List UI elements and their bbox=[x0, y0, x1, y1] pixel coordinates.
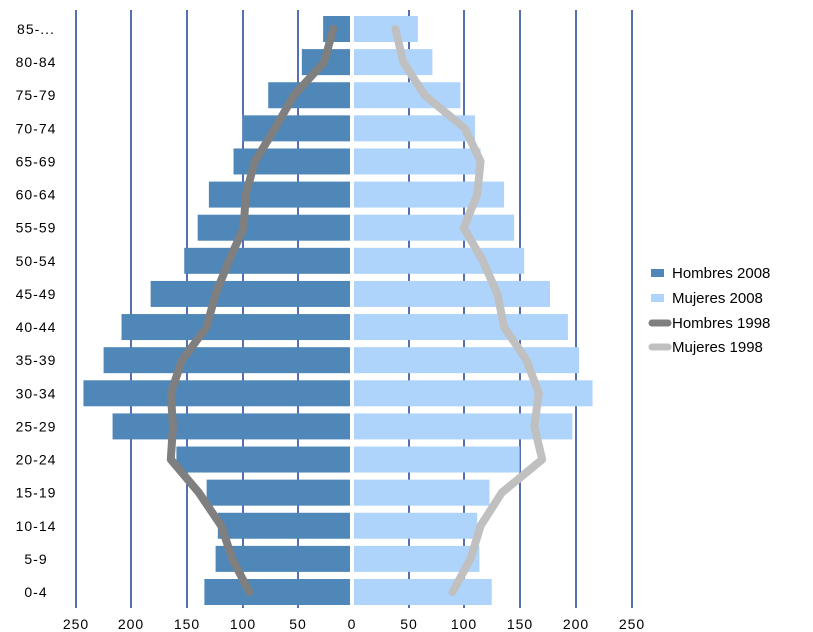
mujeres-2008-bars bbox=[354, 16, 593, 605]
mujeres-2008-bar bbox=[354, 545, 480, 572]
mujeres-2008-bar bbox=[354, 280, 550, 307]
hombres-2008-bar bbox=[208, 181, 350, 208]
x-tick-label: 100 bbox=[230, 616, 256, 632]
y-tick-label: 60-64 bbox=[16, 187, 57, 203]
y-tick-label: 65-69 bbox=[16, 153, 57, 169]
mujeres-2008-bar bbox=[354, 82, 461, 109]
mujeres-2008-bar bbox=[354, 579, 492, 605]
hombres-2008-bar bbox=[176, 446, 350, 473]
hombres-2008-bar bbox=[268, 82, 350, 109]
y-tick-label: 0-4 bbox=[24, 584, 47, 600]
mujeres-2008-bar bbox=[354, 380, 593, 407]
y-tick-label: 35-39 bbox=[16, 352, 57, 368]
y-tick-label: 40-44 bbox=[16, 319, 57, 335]
y-tick-label: 70-74 bbox=[16, 120, 57, 136]
x-tick-label: 250 bbox=[63, 616, 89, 632]
x-tick-label: 150 bbox=[507, 616, 533, 632]
y-tick-label: 50-54 bbox=[16, 253, 57, 269]
x-tick-label: 150 bbox=[174, 616, 200, 632]
mujeres-2008-bar bbox=[354, 148, 481, 175]
hombres-2008-bar bbox=[206, 479, 350, 506]
hombres-2008-bar bbox=[217, 512, 350, 539]
y-tick-label: 85-... bbox=[17, 21, 55, 37]
mujeres-2008-bar bbox=[354, 214, 515, 241]
y-tick-label: 20-24 bbox=[16, 452, 57, 468]
legend-label: Hombres 2008 bbox=[672, 265, 770, 282]
y-tick-label: 5-9 bbox=[24, 551, 47, 567]
mujeres-2008-bar bbox=[354, 16, 418, 42]
x-tick-label: 50 bbox=[400, 616, 418, 632]
legend: Hombres 2008 Mujeres 2008 Hombres 1998 Muje… bbox=[648, 265, 770, 356]
x-tick-label: 250 bbox=[619, 616, 645, 632]
y-tick-label: 15-19 bbox=[16, 485, 57, 501]
legend-label: Hombres 1998 bbox=[672, 315, 770, 332]
x-tick-label: 50 bbox=[289, 616, 307, 632]
mujeres-2008-bar bbox=[354, 479, 490, 506]
grid-lines bbox=[75, 10, 633, 608]
y-tick-label: 25-29 bbox=[16, 418, 57, 434]
mujeres-2008-bar bbox=[354, 49, 433, 76]
hombres-2008-bar bbox=[184, 247, 350, 274]
mujeres-2008-bar bbox=[354, 347, 580, 374]
x-tick-label: 0 bbox=[348, 616, 357, 632]
x-tick-label: 200 bbox=[563, 616, 589, 632]
x-tick-label: 200 bbox=[118, 616, 144, 632]
hombres-2008-bar bbox=[197, 214, 350, 241]
y-tick-label: 80-84 bbox=[16, 54, 57, 70]
y-tick-label: 45-49 bbox=[16, 286, 57, 302]
mujeres-2008-bar bbox=[354, 247, 525, 274]
hombres-2008-bar bbox=[204, 579, 350, 605]
y-tick-label: 75-79 bbox=[16, 87, 57, 103]
hombres-2008-bar bbox=[150, 280, 350, 307]
legend-swatch bbox=[651, 269, 664, 277]
mujeres-2008-bar bbox=[354, 314, 568, 341]
hombres-2008-bar bbox=[121, 314, 351, 341]
hombres-2008-bar bbox=[242, 115, 350, 142]
y-tick-label: 55-59 bbox=[16, 220, 57, 236]
mujeres-2008-bar bbox=[354, 512, 478, 539]
y-tick-label: 30-34 bbox=[16, 385, 57, 401]
legend-swatch bbox=[651, 294, 664, 302]
y-axis-labels: 0-4 5-9 10-14 15-19 20-24 25-29 30-34 35-39 40-4… bbox=[16, 21, 57, 600]
series-lines bbox=[166, 25, 547, 596]
x-axis-labels: 250 200 150 100 50 0 50 100 150 200 250 bbox=[63, 616, 645, 632]
hombres-1998-line bbox=[166, 25, 338, 596]
hombres-2008-bar bbox=[112, 413, 350, 440]
hombres-2008-bar bbox=[103, 347, 350, 374]
mujeres-2008-bar bbox=[354, 446, 520, 473]
legend-label: Mujeres 1998 bbox=[672, 339, 763, 356]
mujeres-1998-line bbox=[391, 25, 547, 596]
hombres-2008-bar bbox=[83, 380, 350, 407]
x-tick-label: 100 bbox=[451, 616, 477, 632]
y-tick-label: 10-14 bbox=[16, 518, 57, 534]
legend-label: Mujeres 2008 bbox=[672, 290, 763, 307]
